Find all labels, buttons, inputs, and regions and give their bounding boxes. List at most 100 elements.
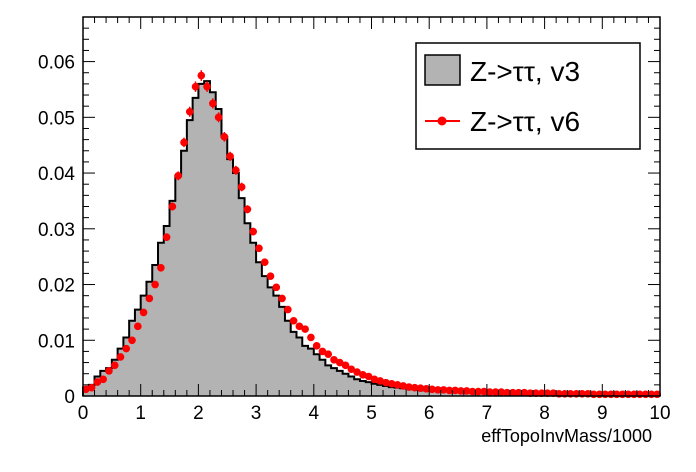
data-point-v6: [278, 294, 286, 303]
data-point-v6: [128, 336, 136, 345]
x-tick-label: 8: [539, 403, 550, 424]
data-point-v6: [520, 388, 529, 397]
data-point-v6: [370, 375, 379, 384]
data-point-v6: [330, 355, 338, 364]
data-point-v6: [214, 113, 223, 122]
data-point-v6: [341, 361, 350, 370]
data-point-v6: [353, 368, 361, 376]
data-point-v6: [376, 377, 384, 385]
data-point-v6: [99, 375, 107, 384]
data-point-v6: [497, 388, 506, 396]
data-point-v6: [157, 264, 165, 272]
y-tick-label: 0.04: [38, 164, 75, 185]
data-point-v6: [209, 99, 217, 108]
data-point-v6: [410, 383, 419, 392]
x-tick-label: 6: [424, 403, 435, 424]
legend: Z->ττ, v3 Z->ττ, v6: [415, 42, 641, 150]
data-point-v6: [151, 280, 159, 289]
data-point-v6: [168, 202, 177, 211]
data-point-v6: [289, 316, 298, 325]
x-tick-label: 10: [649, 403, 670, 424]
data-point-v6: [549, 389, 558, 398]
data-point-v6: [509, 388, 517, 397]
x-tick-label: 3: [251, 403, 262, 424]
data-point-v6: [347, 365, 356, 374]
data-point-v6: [249, 227, 258, 236]
data-point-v6: [434, 386, 442, 394]
data-point-v6: [272, 283, 281, 292]
data-point-v6: [255, 244, 263, 253]
data-point-v6: [399, 382, 408, 390]
axes: 0 1 2 3 4 5 6 7 8 9 10 0 0.01 0.02 0.03 0.04 0.05 0.06: [38, 16, 671, 424]
data-point-v6: [116, 353, 125, 361]
data-point-v6: [93, 378, 102, 386]
data-point-v6: [514, 388, 523, 397]
y-tick-label: 0.05: [38, 108, 75, 129]
legend-label-v3: Z->ττ, v3: [470, 56, 580, 87]
x-tick-label: 7: [482, 403, 493, 424]
legend-label-v6: Z->ττ, v6: [470, 106, 580, 137]
data-point-v6: [462, 387, 471, 395]
data-point-v6: [191, 82, 200, 91]
data-point-v6: [543, 389, 552, 398]
data-point-v6: [485, 388, 494, 396]
data-point-v6: [364, 372, 373, 381]
data-point-v6: [203, 82, 211, 91]
data-point-v6: [526, 389, 534, 398]
data-point-v6: [491, 388, 500, 396]
data-point-v6: [110, 361, 119, 370]
legend-marker-v6: [437, 116, 447, 126]
data-point-v6: [312, 342, 321, 350]
data-point-v6: [145, 294, 154, 303]
data-point-v6: [318, 347, 327, 356]
y-tick-label: 0: [64, 387, 75, 408]
data-point-v6: [335, 358, 344, 367]
x-tick-label: 4: [309, 403, 320, 424]
y-tick-label: 0.03: [38, 220, 75, 241]
data-point-v6: [197, 71, 206, 80]
data-point-v6: [445, 386, 454, 395]
data-point-v6: [87, 383, 96, 392]
data-point-v6: [266, 272, 275, 280]
data-point-v6: [220, 133, 229, 141]
x-tick-label: 1: [135, 403, 146, 424]
data-point-v6: [324, 350, 333, 358]
data-point-v6: [105, 367, 113, 375]
data-point-v6: [295, 322, 304, 331]
x-tick-label: 5: [366, 403, 377, 424]
data-point-v6: [134, 322, 142, 331]
data-point-v6: [387, 379, 396, 388]
data-point-v6: [439, 386, 448, 394]
data-point-v6: [405, 383, 413, 391]
x-axis-title: effTopoInvMass/1000: [481, 426, 652, 446]
data-point-v6: [416, 384, 425, 392]
data-point-v6: [180, 138, 188, 147]
data-point-v6: [122, 344, 131, 353]
plot-area: [82, 70, 661, 399]
data-point-v6: [382, 378, 390, 387]
x-tick-label: 0: [78, 403, 89, 424]
data-point-v6: [185, 107, 194, 116]
y-tick-label: 0.06: [38, 53, 75, 74]
data-point-v6: [232, 166, 240, 175]
data-point-v6: [428, 385, 436, 394]
data-point-v6: [503, 388, 511, 397]
data-point-v6: [226, 152, 234, 161]
legend-swatch-v3: [424, 54, 461, 86]
data-point-v6: [82, 385, 90, 394]
data-point-v6: [457, 387, 465, 395]
data-point-v6: [284, 305, 292, 314]
data-point-v6: [174, 172, 183, 180]
data-point-v6: [451, 386, 459, 395]
data-point-v6: [162, 233, 171, 241]
data-point-v6: [243, 205, 252, 214]
data-point-v6: [260, 258, 269, 267]
data-point-v6: [139, 308, 148, 317]
data-point-v6: [422, 384, 431, 393]
y-tick-label: 0.02: [38, 276, 75, 297]
data-point-v6: [480, 387, 488, 396]
data-point-v6: [237, 183, 246, 191]
data-point-v6: [359, 371, 367, 379]
y-tick-label: 0.01: [38, 331, 75, 352]
